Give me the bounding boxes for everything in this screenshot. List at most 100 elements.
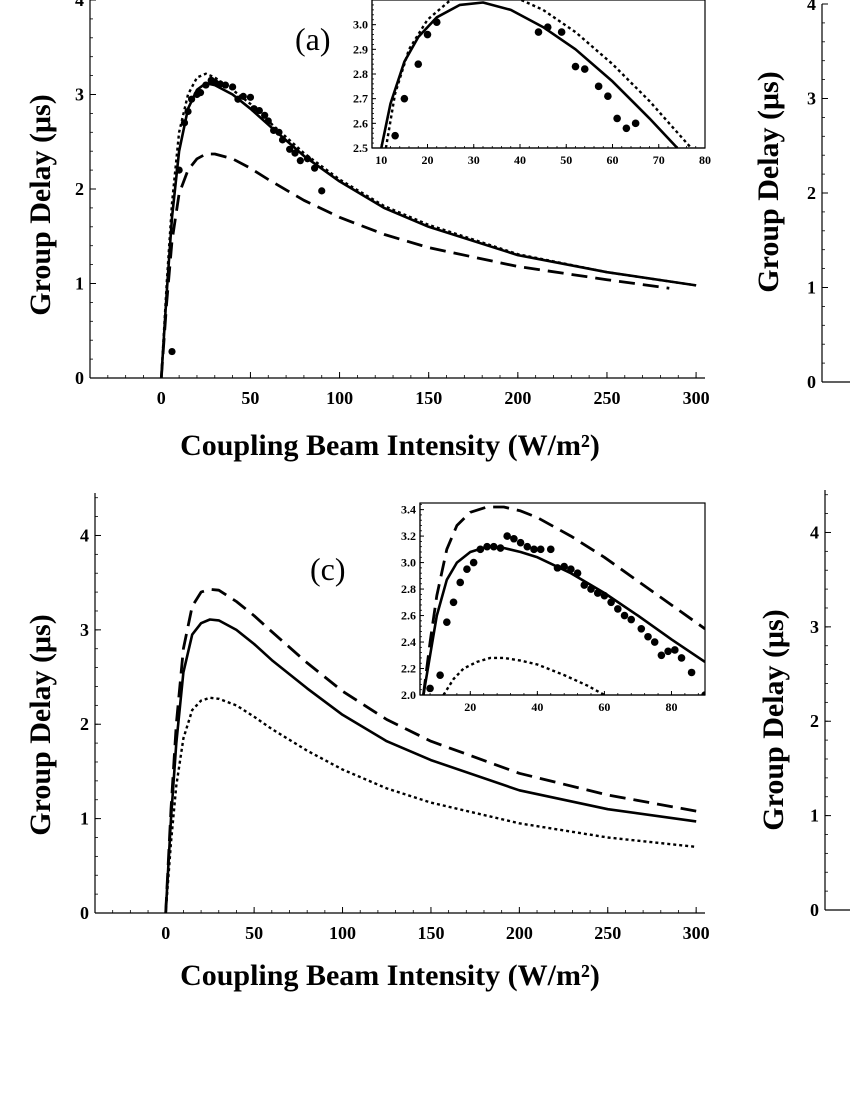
data-point: [516, 538, 525, 547]
panel-c-x-axis-title: Coupling Beam Intensity (W/m²): [180, 959, 600, 992]
data-point: [489, 542, 498, 551]
data-point: [604, 92, 612, 100]
y-tick-label: 2.5: [353, 141, 368, 155]
data-point: [687, 668, 696, 677]
data-point: [456, 578, 465, 587]
data-point: [184, 107, 192, 116]
series-group: [159, 72, 697, 378]
panel-c-label: (c): [310, 551, 346, 587]
data-point: [432, 18, 441, 27]
data-point: [414, 60, 423, 68]
data-point: [255, 106, 263, 115]
data-point: [627, 615, 636, 624]
panel-d-y-axis-title: Group Delay (μs): [757, 609, 790, 830]
data-point: [523, 542, 532, 551]
data-point: [264, 117, 272, 125]
data-point: [607, 598, 615, 607]
x-tick-label: 20: [422, 153, 434, 167]
y-tick-label: 0: [810, 900, 819, 920]
y-tick-label: 4: [807, 0, 816, 14]
y-tick-label: 2.0: [401, 688, 416, 702]
x-tick-label: 150: [417, 923, 444, 943]
x-tick-label: 300: [683, 923, 710, 943]
panel-a-label: (a): [295, 21, 331, 57]
data-point: [530, 545, 538, 554]
data-point: [196, 89, 205, 97]
panel-a: 0 50 100 150 200 250 300 0 1 2 3 4: [75, 0, 710, 408]
y-tick-label: 2.2: [401, 662, 416, 676]
data-point: [571, 62, 580, 71]
inset-frame: [419, 502, 706, 696]
data-point: [400, 94, 409, 103]
data-point: [587, 585, 595, 593]
y-tick-label: 2.8: [353, 67, 368, 81]
x-tick-label: 0: [161, 923, 170, 943]
data-point: [503, 532, 511, 540]
data-point: [443, 618, 451, 626]
data-point: [202, 81, 210, 89]
data-point: [303, 155, 312, 163]
data-point: [278, 136, 287, 144]
series-line-dashed: [164, 587, 697, 913]
panel-c-y-axis-title: Group Delay (μs): [24, 614, 57, 835]
y-tick-label: 1: [807, 278, 816, 298]
data-point: [543, 23, 552, 31]
series-line-solid: [160, 81, 697, 378]
data-point: [664, 647, 672, 656]
panel-a-y-axis-title: Group Delay (μs): [24, 94, 57, 315]
data-point: [560, 562, 568, 571]
data-point: [536, 545, 545, 554]
data-point: [622, 124, 631, 133]
x-tick-label: 50: [241, 388, 259, 408]
series-group: [164, 587, 697, 913]
y-tick-label: 2.6: [401, 609, 416, 623]
data-point: [296, 157, 304, 165]
data-point: [286, 145, 294, 153]
panel-a-x-axis-title: Coupling Beam Intensity (W/m²): [180, 429, 600, 462]
panel-a-inset: 10 20 30 40 50 60 70 80 2.5 2.6 2.7 2.8 2.9 3.0: [353, 0, 711, 167]
panel-d-partial: 0 1 2 3 4: [810, 490, 850, 920]
data-point: [620, 611, 629, 620]
data-point: [436, 671, 444, 679]
data-point: [534, 28, 543, 36]
x-tick-label: 40: [531, 700, 543, 714]
y-tick-label: 3.4: [401, 503, 416, 517]
panel-b-partial: 0 1 2 3 4: [807, 0, 850, 392]
y-tick-label: 0: [807, 372, 816, 392]
x-tick-label: 10: [375, 153, 387, 167]
data-point: [567, 565, 575, 574]
data-point: [580, 65, 589, 73]
data-point: [657, 651, 666, 660]
data-point: [221, 81, 230, 89]
x-tick-label: 250: [593, 388, 620, 408]
data-point: [261, 111, 269, 119]
panel-c: 0 50 100 150 200 250 300 0 1 2 3 4: [80, 493, 710, 943]
data-point: [426, 684, 434, 693]
data-point: [546, 545, 555, 554]
data-point: [631, 119, 640, 128]
x-tick-label: 250: [594, 923, 621, 943]
data-point: [291, 149, 299, 157]
data-point: [175, 166, 183, 174]
x-tick-label: 60: [598, 700, 610, 714]
x-tick-label: 50: [560, 153, 572, 167]
series-line-dotted: [384, 0, 692, 148]
series-line-dotted: [164, 696, 697, 913]
data-point: [275, 128, 283, 136]
x-tick-label: 300: [683, 388, 710, 408]
x-tick-label: 60: [607, 153, 619, 167]
data-point: [216, 80, 224, 88]
x-tick-label: 20: [464, 700, 476, 714]
panel-c-inset: 20 40 60 80 2.0 2.2 2.4 2.6 2.8 3.0 3.2 3.4: [401, 502, 706, 714]
y-tick-label: 1: [80, 809, 89, 829]
y-tick-label: 2.7: [353, 92, 368, 106]
x-tick-label: 200: [504, 388, 531, 408]
y-tick-label: 2: [807, 183, 816, 203]
data-point: [557, 28, 566, 36]
data-point: [510, 534, 518, 543]
y-tick-label: 3.2: [401, 529, 416, 543]
x-tick-label: 70: [653, 153, 665, 167]
series-group: [380, 0, 692, 148]
data-point: [600, 591, 609, 600]
data-point: [573, 569, 582, 577]
